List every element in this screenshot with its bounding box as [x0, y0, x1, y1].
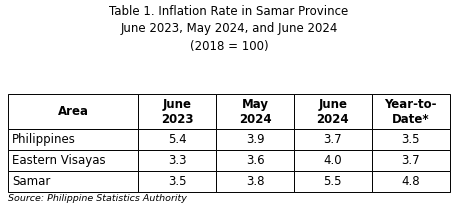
Text: May
2024: May 2024 — [239, 98, 271, 126]
Bar — [138, 150, 216, 171]
Text: Table 1. Inflation Rate in Samar Province: Table 1. Inflation Rate in Samar Provinc… — [109, 5, 349, 18]
Bar — [138, 171, 216, 192]
Text: Philippines: Philippines — [12, 133, 76, 146]
Text: 3.5: 3.5 — [401, 133, 420, 146]
Bar — [216, 150, 294, 171]
Text: 5.4: 5.4 — [168, 133, 187, 146]
Bar — [371, 150, 450, 171]
Text: Source: Philippine Statistics Authority: Source: Philippine Statistics Authority — [8, 194, 187, 203]
Bar — [8, 94, 138, 129]
Text: 4.0: 4.0 — [323, 154, 342, 167]
Bar — [8, 129, 138, 150]
Text: Year-to-
Date*: Year-to- Date* — [384, 98, 437, 126]
Bar — [8, 150, 138, 171]
Text: June 2023, May 2024, and June 2024: June 2023, May 2024, and June 2024 — [120, 22, 338, 36]
Bar — [294, 171, 371, 192]
Text: 3.3: 3.3 — [168, 154, 186, 167]
Text: 3.5: 3.5 — [168, 175, 186, 188]
Bar — [216, 129, 294, 150]
Text: 3.6: 3.6 — [246, 154, 264, 167]
Bar — [371, 94, 450, 129]
Text: Samar: Samar — [12, 175, 50, 188]
Bar — [8, 171, 138, 192]
Bar — [216, 171, 294, 192]
Text: 3.8: 3.8 — [246, 175, 264, 188]
Text: 3.7: 3.7 — [323, 133, 342, 146]
Bar — [294, 150, 371, 171]
Bar — [371, 129, 450, 150]
Text: 3.7: 3.7 — [401, 154, 420, 167]
Text: Eastern Visayas: Eastern Visayas — [12, 154, 105, 167]
Bar — [216, 94, 294, 129]
Text: 4.8: 4.8 — [401, 175, 420, 188]
Text: 3.9: 3.9 — [246, 133, 264, 146]
Text: (2018 = 100): (2018 = 100) — [190, 40, 268, 53]
Bar — [294, 94, 371, 129]
Text: June
2024: June 2024 — [316, 98, 349, 126]
Text: 5.5: 5.5 — [323, 175, 342, 188]
Text: June
2023: June 2023 — [161, 98, 194, 126]
Bar — [138, 94, 216, 129]
Bar — [138, 129, 216, 150]
Bar — [294, 129, 371, 150]
Bar — [371, 171, 450, 192]
Text: Area: Area — [58, 105, 89, 118]
